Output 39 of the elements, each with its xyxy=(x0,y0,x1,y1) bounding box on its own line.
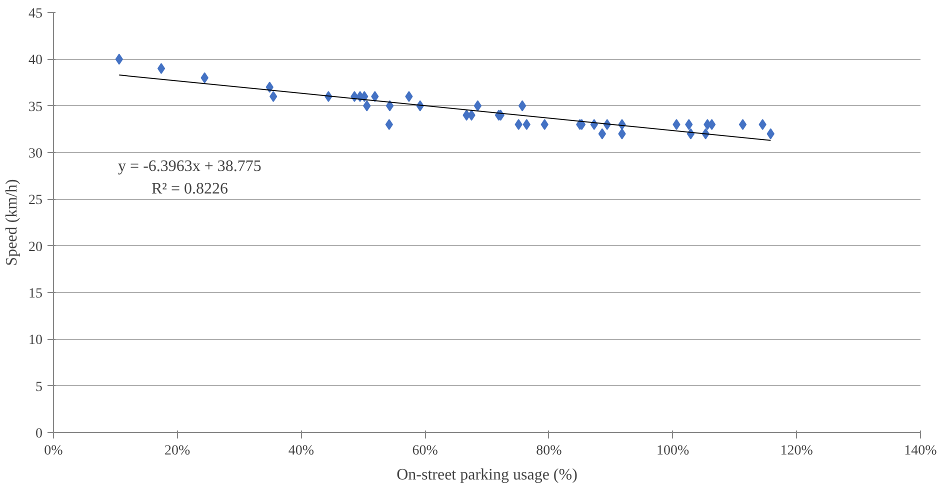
y-tick-label: 40 xyxy=(28,53,42,68)
x-tick-label: 100% xyxy=(656,444,690,458)
x-axis-title: On-street parking usage (%) xyxy=(396,466,578,484)
annotation: y = -6.3963x + 38.775 xyxy=(118,158,262,175)
y-tick-label: 35 xyxy=(28,100,42,115)
x-tick-label: 140% xyxy=(904,444,938,458)
point xyxy=(371,91,379,102)
y-tick-label: 15 xyxy=(28,286,42,302)
point xyxy=(518,100,526,112)
annotation: R² = 0.8226 xyxy=(151,180,228,198)
point xyxy=(514,119,522,130)
point xyxy=(270,91,278,102)
point xyxy=(386,100,394,112)
x-tick-label: 0% xyxy=(44,444,64,458)
point xyxy=(685,119,693,130)
x-tick-label: 40% xyxy=(288,444,314,458)
x-tick-label: 60% xyxy=(412,444,438,458)
y-tick-label: 25 xyxy=(28,193,42,208)
y-axis-title: Speed (km/h) xyxy=(4,179,20,266)
point xyxy=(405,91,413,102)
point xyxy=(385,119,393,130)
y-tick-label: 10 xyxy=(28,333,42,348)
x-tick-label: 120% xyxy=(780,444,814,458)
y-tick-label: 45 xyxy=(28,6,42,22)
point xyxy=(672,119,680,130)
x-tick-label: 80% xyxy=(536,444,562,458)
point xyxy=(360,91,368,102)
x-tick-label: 20% xyxy=(164,444,191,458)
point xyxy=(738,119,747,130)
y-tick-label: 5 xyxy=(36,380,42,395)
y-tick-label: 30 xyxy=(28,146,42,162)
y-tick-label: 0 xyxy=(36,426,42,442)
point xyxy=(157,63,166,74)
point xyxy=(540,119,548,130)
point xyxy=(758,119,766,130)
point xyxy=(522,119,530,130)
y-tick-label: 20 xyxy=(28,240,42,255)
point xyxy=(598,128,606,140)
point xyxy=(474,100,482,112)
